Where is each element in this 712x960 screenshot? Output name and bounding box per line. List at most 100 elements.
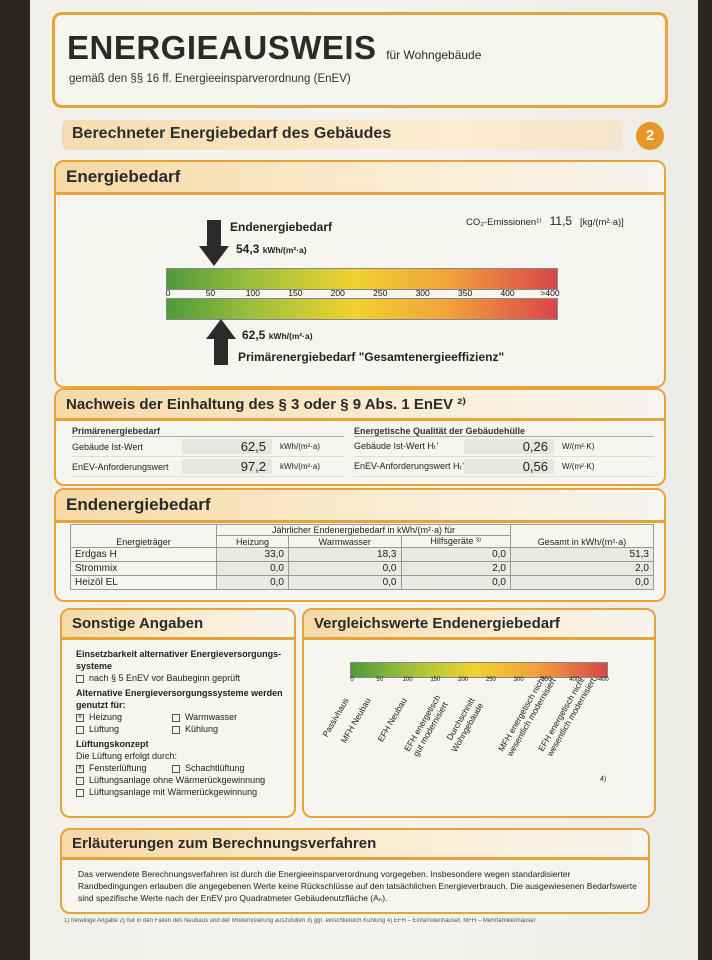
checkbox-ohne-wrg[interactable] <box>76 776 84 785</box>
tick-label: 50 <box>205 288 216 298</box>
tick-label: 250 <box>485 677 496 683</box>
checkbox-mit-wrg[interactable] <box>76 788 84 797</box>
tick-label: 400 <box>500 288 515 298</box>
erlaeuterung-header: Erläuterungen zum Berechnungsverfahren <box>62 830 648 860</box>
endenergie-label: Endenergiebedarf <box>230 220 333 234</box>
col-warmwasser: Warmwasser <box>288 535 402 548</box>
co2-row: CO₂-Emissionen¹⁾ 11,5 [kg/(m²·a)] <box>466 214 624 228</box>
vergleich-header: Vergleichswerte Endenergiebedarf <box>304 610 654 640</box>
col-gesamt: Gesamt in kWh/(m²·a) <box>510 524 654 548</box>
sonstige-content: Einsetzbarkeit alternativer Energieverso… <box>76 649 283 797</box>
tick-label: 350 <box>458 288 473 298</box>
primaerenergie-value-row: 62,5 kWh/(m²·a) <box>242 328 313 342</box>
sonstige-header: Sonstige Angaben <box>62 610 294 640</box>
energiebedarf-panel: Energiebedarf CO₂-Emissionen¹⁾ 11,5 [kg/… <box>54 160 666 388</box>
vergleich-panel: Vergleichswerte Endenergiebedarf 0 50 100 1… <box>302 608 656 818</box>
tick-label: >400 <box>540 288 560 298</box>
checkbox-fensterlueftung[interactable]: × <box>76 764 84 773</box>
row-value: 0,56 <box>464 459 554 474</box>
document-subtitle: gemäß den §§ 16 ff. Energieeinsparverord… <box>69 73 351 85</box>
value-cell: 0,0 <box>400 575 511 590</box>
vergleich-ticks: 0 50 100 150 200 250 300 350 400 >400 <box>350 677 608 687</box>
row-label: Gebäude Ist-Wert <box>72 441 143 452</box>
table-row: Erdgas H 33,0 18,3 0,0 51,3 <box>70 547 654 562</box>
nachweis-row: EnEV-Anforderungswert 97,2 kWh/(m²·a) <box>72 457 344 477</box>
tick-label: 300 <box>513 677 524 683</box>
value-cell: 33,0 <box>216 547 289 562</box>
checkbox-warmwasser[interactable] <box>172 713 180 722</box>
col-energietraeger: Energieträger <box>70 524 217 548</box>
table-row: Heizöl EL 0,0 0,0 0,0 0,0 <box>70 575 654 590</box>
nachweis-right: Energetische Qualität der Gebäudehülle G… <box>354 426 654 477</box>
row-value: 62,5 <box>182 439 272 454</box>
row-unit: kWh/(m²·a) <box>280 462 320 471</box>
value-cell: 0,0 <box>510 575 654 590</box>
nachweis-row: Gebäude Ist-Wert Hₜ' 0,26 W/(m²·K) <box>354 437 654 457</box>
value-cell: 0,0 <box>400 547 511 562</box>
tick-label: 400 <box>569 677 580 683</box>
tick-label: 200 <box>330 288 345 298</box>
nachweis-row: Gebäude Ist-Wert 62,5 kWh/(m²·a) <box>72 437 344 457</box>
row-unit: W/(m²·K) <box>562 462 595 471</box>
primaerenergie-label: Primärenergiebedarf "Gesamtenergieeffizi… <box>238 350 505 364</box>
row-label: Gebäude Ist-Wert Hₜ' <box>354 441 439 451</box>
section-number-badge: 2 <box>636 122 664 150</box>
energietraeger-cell: Strommix <box>70 561 217 576</box>
footnotes: 1) freiwillige Angabe 2) nur in den Fäll… <box>64 918 536 924</box>
certificate-page: ENERGIEAUSWEIS für Wohngebäude gemäß den… <box>30 0 698 960</box>
efficiency-scale-bottom <box>166 298 558 320</box>
table-row: Strommix 0,0 0,0 2,0 2,0 <box>70 561 654 576</box>
checkbox-schachtlueftung[interactable] <box>172 764 180 773</box>
checkbox-kuehlung[interactable] <box>172 725 180 734</box>
tick-label: 350 <box>541 677 552 683</box>
tick-label: 0 <box>165 288 171 298</box>
endenergie-value-row: 54,3 kWh/(m²·a) <box>236 242 307 256</box>
tick-label: 200 <box>458 677 469 683</box>
row-unit: kWh/(m²·a) <box>280 442 320 451</box>
nachweis-panel: Nachweis der Einhaltung des § 3 oder § 9… <box>54 388 666 486</box>
value-cell: 2,0 <box>510 561 654 576</box>
tick-label: >400 <box>595 677 609 683</box>
group-header: Jährlicher Endenergiebedarf in kWh/(m²·a… <box>216 524 511 536</box>
tick-label: 100 <box>402 677 413 683</box>
erlaeuterung-text: Das verwendete Berechnungsverfahren ist … <box>78 869 637 903</box>
col-heizung: Heizung <box>216 535 289 548</box>
energiebedarf-header: Energiebedarf <box>56 162 664 195</box>
endenergiebedarf-panel: Endenergiebedarf Energieträger Jährliche… <box>54 488 666 602</box>
document-title: ENERGIEAUSWEIS für Wohngebäude <box>67 29 482 66</box>
checkbox-heizung[interactable]: × <box>76 713 84 722</box>
value-cell: 2,0 <box>400 561 511 576</box>
scale-ticks: 0 50 100 150 200 250 300 350 400 >400 <box>165 288 560 300</box>
tick-label: 50 <box>376 677 384 683</box>
tick-label: 0 <box>350 677 354 683</box>
tick-label: 150 <box>430 677 441 683</box>
endenergie-table: Energieträger Jährlicher Endenergiebedar… <box>70 524 654 590</box>
vergleich-scale <box>350 662 608 678</box>
tick-label: 150 <box>288 288 303 298</box>
energietraeger-cell: Erdgas H <box>70 547 217 562</box>
sonstige-panel: Sonstige Angaben Einsetzbarkeit alternat… <box>60 608 296 818</box>
tick-label: 100 <box>245 288 260 298</box>
nachweis-header: Nachweis der Einhaltung des § 3 oder § 9… <box>56 390 664 421</box>
value-cell: 0,0 <box>288 575 402 590</box>
row-value: 97,2 <box>182 459 272 474</box>
nachweis-left: Primärenergiebedarf Gebäude Ist-Wert 62,5… <box>72 426 344 477</box>
co2-value: 11,5 <box>549 214 573 228</box>
checkbox-geprueft[interactable] <box>76 674 84 683</box>
checkbox-lueftung[interactable] <box>76 725 84 734</box>
title-box: ENERGIEAUSWEIS für Wohngebäude gemäß den… <box>52 12 668 108</box>
value-cell: 0,0 <box>216 561 289 576</box>
tick-label: 300 <box>415 288 430 298</box>
efficiency-scale-top <box>166 268 558 290</box>
row-value: 0,26 <box>464 439 554 454</box>
vergleich-footnote: 4) <box>600 776 607 783</box>
row-label: EnEV-Anforderungswert <box>72 461 169 472</box>
value-cell: 0,0 <box>288 561 402 576</box>
endenergiebedarf-header: Endenergiebedarf <box>56 490 664 523</box>
tick-label: 250 <box>373 288 388 298</box>
endenergie-arrow-icon <box>199 220 229 266</box>
energietraeger-cell: Heizöl EL <box>70 575 217 590</box>
section-title: Berechneter Energiebedarf des Gebäudes <box>62 120 622 150</box>
col-hilfsgeraete: Hilfsgeräte ³⁾ <box>400 535 511 548</box>
nachweis-row: EnEV-Anforderungswert Hₜ' 0,56 W/(m²·K) <box>354 457 654 477</box>
